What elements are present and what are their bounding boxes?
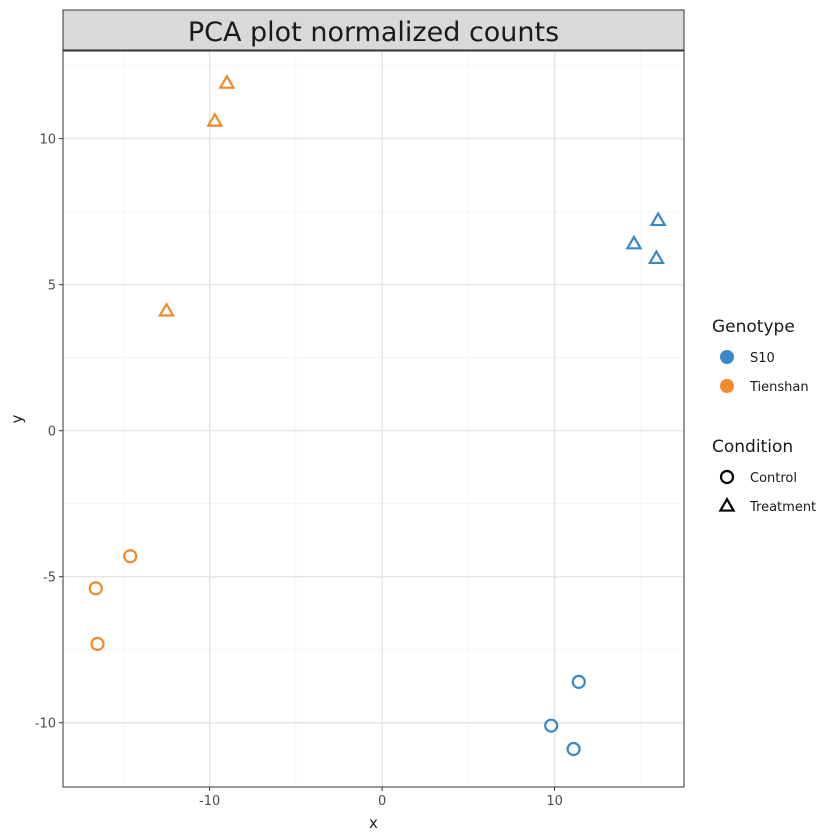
grid-lines [63, 51, 684, 787]
title-strip [62, 9, 685, 51]
y-tick-label: 10 [39, 133, 56, 148]
data-point [625, 234, 643, 250]
y-tick-label: -10 [35, 717, 56, 732]
legend: Genotype S10 Tienshan Condition Control Treat… [712, 317, 816, 515]
data-point [88, 581, 103, 596]
data-point [206, 112, 224, 127]
data-point [157, 301, 176, 317]
x-tick-label: -10 [199, 794, 220, 809]
data-point [123, 549, 138, 564]
x-tick-label: 10 [546, 794, 563, 809]
condition-legend-key [718, 496, 736, 512]
condition-legend-title: Condition [712, 437, 793, 457]
panel-border [62, 50, 685, 788]
y-axis-title: y [8, 414, 26, 423]
condition-legend-label: Treatment [749, 500, 816, 515]
data-point [566, 741, 581, 757]
y-tick-label: 0 [48, 425, 56, 440]
data-point [544, 718, 559, 733]
plot-panel [63, 51, 684, 787]
condition-legend-label: Control [750, 471, 797, 486]
data-point [649, 211, 667, 227]
data-point [218, 74, 236, 89]
x-axis-title: x [369, 814, 378, 832]
x-axis-ticks: -10 0 10 [199, 787, 563, 809]
data-point [571, 674, 586, 689]
genotype-legend-title: Genotype [712, 317, 795, 337]
y-tick-label: 5 [48, 279, 56, 294]
genotype-legend-label: Tienshan [749, 380, 809, 395]
y-tick-label: -5 [43, 571, 56, 586]
data-point [647, 249, 665, 265]
chart-title: PCA plot normalized counts [188, 17, 559, 48]
y-axis-ticks: -10 -5 0 5 10 [35, 133, 63, 732]
data-points [88, 74, 667, 757]
genotype-legend-label: S10 [750, 351, 775, 366]
genotype-legend-key [720, 350, 734, 364]
x-tick-label: 0 [378, 794, 386, 809]
data-point [90, 636, 105, 651]
genotype-legend-key [720, 379, 734, 393]
condition-legend-key [719, 469, 735, 485]
